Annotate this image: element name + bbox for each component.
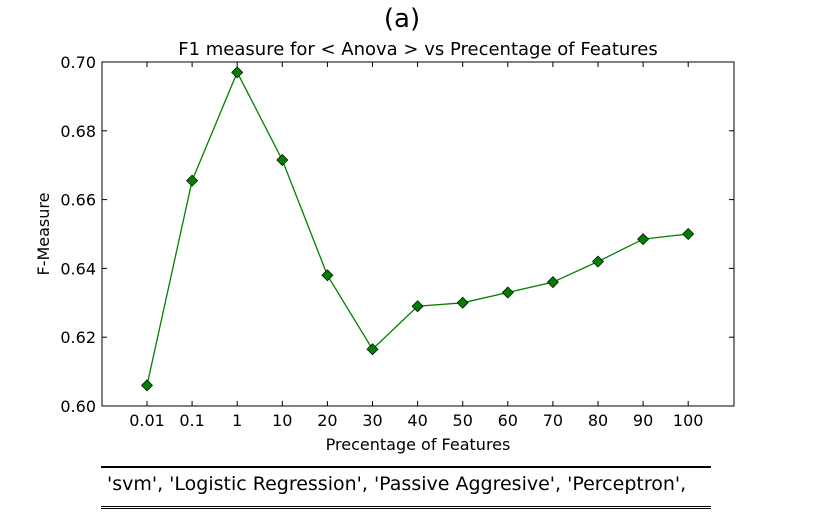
data-point-marker bbox=[546, 276, 559, 289]
x-tick-label: 70 bbox=[543, 411, 563, 430]
data-point-marker bbox=[276, 154, 289, 167]
x-tick-label: 90 bbox=[633, 411, 653, 430]
x-tick-label: 1 bbox=[232, 411, 242, 430]
series-line bbox=[146, 70, 689, 386]
data-point-marker bbox=[637, 233, 650, 246]
y-axis-label: F-Measure bbox=[34, 193, 53, 276]
data-point-marker bbox=[231, 66, 244, 79]
x-tick-label: 40 bbox=[407, 411, 427, 430]
y-tick-label: 0.64 bbox=[60, 259, 96, 278]
x-tick-label: 0.01 bbox=[129, 411, 165, 430]
panel-label: (a) bbox=[383, 4, 421, 34]
chart-title: F1 measure for < Anova > vs Precentage o… bbox=[178, 39, 658, 60]
y-tick-label: 0.62 bbox=[60, 328, 96, 347]
caption-box: 'svm', 'Logistic Regression', 'Passive A… bbox=[101, 466, 711, 509]
data-point-marker bbox=[141, 379, 153, 392]
data-point-marker bbox=[366, 343, 379, 356]
y-tick-label: 0.68 bbox=[60, 122, 96, 141]
plot-frame bbox=[101, 61, 735, 407]
y-tick-label: 0.66 bbox=[60, 191, 96, 210]
x-tick-label: 80 bbox=[588, 411, 608, 430]
x-tick-label: 0.1 bbox=[179, 411, 204, 430]
y-tick-label: 0.60 bbox=[60, 397, 96, 416]
series-group bbox=[141, 66, 695, 392]
x-axis-label: Precentage of Features bbox=[326, 435, 511, 454]
x-tick-label: 100 bbox=[673, 411, 704, 430]
y-tick-label: 0.70 bbox=[60, 53, 96, 72]
x-tick-label: 30 bbox=[362, 411, 382, 430]
data-point-marker bbox=[186, 174, 199, 187]
x-tick-label: 10 bbox=[272, 411, 292, 430]
data-point-marker bbox=[501, 286, 514, 299]
data-point-marker bbox=[321, 269, 334, 282]
x-axis-ticks: 0.01 0.1 1 10 20 30 40 50 60 70 80 90 100 bbox=[129, 62, 703, 430]
x-tick-label: 20 bbox=[317, 411, 337, 430]
x-tick-label: 60 bbox=[498, 411, 518, 430]
caption-text: 'svm', 'Logistic Regression', 'Passive A… bbox=[107, 473, 687, 495]
x-tick-label: 50 bbox=[453, 411, 473, 430]
data-point-marker bbox=[592, 255, 604, 268]
data-point-marker bbox=[456, 296, 469, 309]
data-point-marker bbox=[682, 228, 695, 240]
y-axis-ticks: 0.60 0.62 0.64 0.66 0.68 0.70 bbox=[60, 53, 734, 416]
data-point-marker bbox=[411, 300, 424, 313]
